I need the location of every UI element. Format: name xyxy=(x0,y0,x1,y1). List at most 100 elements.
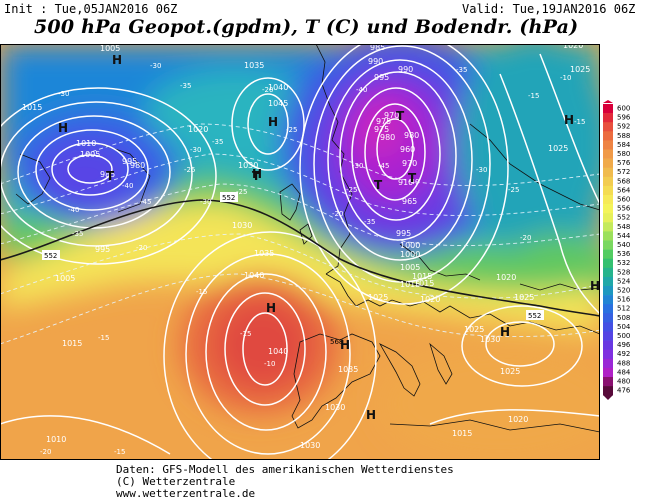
height-label: 552 xyxy=(222,194,235,202)
colorbar-swatch xyxy=(603,313,613,323)
temp-label: -35 xyxy=(212,138,223,146)
colorbar-swatch xyxy=(603,331,613,341)
temp-label: -40 xyxy=(122,182,133,190)
colorbar-label: 532 xyxy=(617,259,630,267)
temp-label: -25 xyxy=(346,186,357,194)
colorbar-swatch xyxy=(603,322,613,332)
colorbar-swatch xyxy=(603,176,613,187)
pressure-label: 965 xyxy=(402,197,417,206)
pressure-label: 975 xyxy=(376,117,391,126)
pressure-label: 1035 xyxy=(254,249,274,258)
colorbar-label: 508 xyxy=(617,314,630,322)
pressure-label: 1005 xyxy=(55,274,75,283)
colorbar-swatch xyxy=(603,377,613,387)
colorbar-label: 564 xyxy=(617,186,631,194)
colorbar-label: 580 xyxy=(617,150,630,158)
pressure-label: 985 xyxy=(100,170,115,179)
colorbar-label: 492 xyxy=(617,350,630,358)
temp-label: -15 xyxy=(528,92,539,100)
colorbar-label: 584 xyxy=(617,141,631,149)
pressure-label: 1025 xyxy=(514,293,534,302)
pressure-label: 910 xyxy=(398,178,413,187)
valid-time: Valid: Tue,19JAN2016 06Z xyxy=(462,2,636,16)
pressure-label: 985 xyxy=(370,44,385,52)
pressure-label: 1000 xyxy=(400,250,420,259)
colorbar-label: 576 xyxy=(617,159,631,167)
colorbar-label: 540 xyxy=(617,241,630,249)
high-marker: H xyxy=(366,408,376,422)
colorbar-swatch xyxy=(603,367,613,378)
pressure-label: 1030 xyxy=(238,161,258,170)
temp-label: -10 xyxy=(560,74,571,82)
pressure-label: 1035 xyxy=(244,61,264,70)
pressure-label: 1020 xyxy=(508,415,528,424)
colorbar-labels: 6005965925885845805765725685645605565525… xyxy=(617,105,631,395)
temp-label: -20 xyxy=(520,234,531,242)
high-marker: H xyxy=(590,279,600,293)
temp-label: -40 xyxy=(408,178,419,186)
temp-label: -20 xyxy=(136,244,147,252)
pressure-label: 1045 xyxy=(268,99,288,108)
high-marker: H xyxy=(500,325,510,339)
pressure-label: 990 xyxy=(368,57,383,66)
pressure-label: 1020 xyxy=(420,295,440,304)
high-marker: H xyxy=(340,338,350,352)
credit-website[interactable]: www.wetterzentrale.de xyxy=(116,487,256,500)
low-marker: T xyxy=(374,178,383,192)
temp-label-group: -30 -35 -30 -25 -20 -25 -30 -35 -40 -45 … xyxy=(40,62,585,456)
colorbar-label: 548 xyxy=(617,223,630,231)
pressure-label: 1025 xyxy=(500,367,520,376)
temp-label: -30 xyxy=(352,162,363,170)
temp-label: -35 xyxy=(180,82,191,90)
pressure-label: 1010 xyxy=(46,435,66,444)
high-marker: H xyxy=(252,167,262,181)
temp-label: -30 xyxy=(476,166,487,174)
low-marker: T xyxy=(396,109,405,123)
high-marker: H xyxy=(266,301,276,315)
pressure-label: 1020 xyxy=(188,125,208,134)
temp-label: -40 xyxy=(356,86,367,94)
low-marker: T xyxy=(106,169,115,183)
colorbar-swatch xyxy=(603,122,613,132)
temp-label: -35 xyxy=(456,66,467,74)
colorbar-swatch xyxy=(603,386,613,396)
temp-label: -15 xyxy=(114,448,125,456)
colorbar-swatch xyxy=(603,213,613,223)
pressure-label: 1015 xyxy=(400,280,420,289)
pressure-label: 1005 xyxy=(80,150,100,159)
high-marker: H xyxy=(564,113,574,127)
colorbar-swatch xyxy=(603,258,613,269)
temp-label: -15 xyxy=(240,330,251,338)
colorbar-swatch xyxy=(603,131,613,141)
colorbar-swatch xyxy=(603,104,613,114)
colorbar-swatch xyxy=(603,286,613,296)
temp-label: -30 xyxy=(200,198,211,206)
pressure-label: 980 xyxy=(130,161,145,170)
colorbar-swatch xyxy=(603,149,613,159)
colorbar: 6005965925885845805765725685645605565525… xyxy=(603,100,631,400)
colorbar-top-arrow xyxy=(603,100,613,103)
colorbar-label: 516 xyxy=(617,296,631,304)
temp-label: -15 xyxy=(574,118,585,126)
pressure-label: 1020 xyxy=(496,273,516,282)
colorbar-swatch xyxy=(603,231,613,241)
pressure-label: 990 xyxy=(398,65,413,74)
pressure-label: 1015 xyxy=(62,339,82,348)
pressure-label: 970 xyxy=(402,159,417,168)
contour-552 xyxy=(0,199,600,317)
pressure-label: 1025 xyxy=(570,65,590,74)
height-label: 568 xyxy=(330,338,343,346)
pressure-label: 1030 xyxy=(232,221,252,230)
pressure-label: 980 xyxy=(404,131,419,140)
temp-label: -25 xyxy=(184,166,195,174)
temp-label: -10 xyxy=(264,360,275,368)
low-marker: T xyxy=(252,169,261,183)
colorbar-swatch xyxy=(603,167,613,178)
temp-label: -20 xyxy=(332,210,343,218)
colorbar-label: 528 xyxy=(617,268,630,276)
temp-label: -20 xyxy=(262,86,273,94)
temp-label: -35 xyxy=(72,230,83,238)
colorbar-label: 560 xyxy=(617,196,630,204)
colorbar-label: 552 xyxy=(617,214,630,222)
pressure-label: 975 xyxy=(374,125,389,134)
